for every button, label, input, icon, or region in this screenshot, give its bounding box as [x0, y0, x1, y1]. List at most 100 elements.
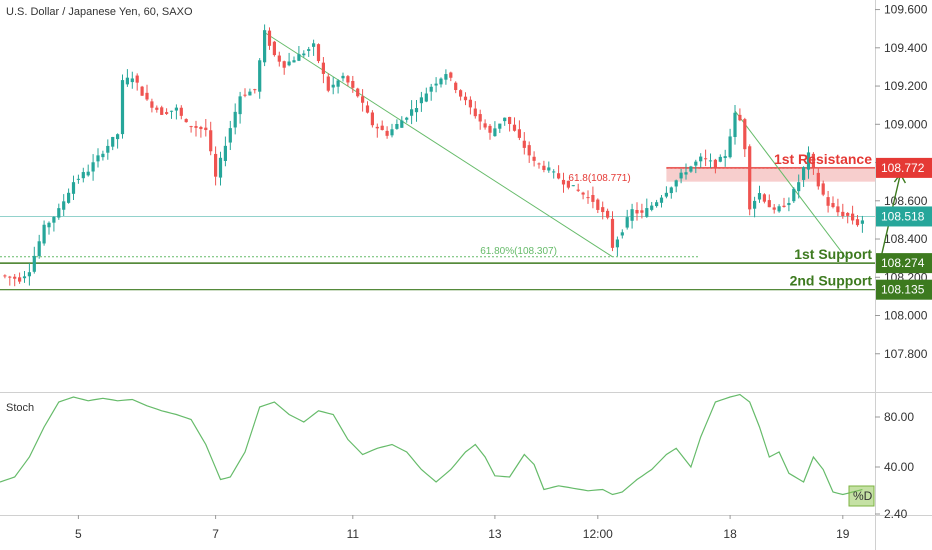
candle-body — [527, 145, 531, 156]
price-tick-label: 108.400 — [884, 232, 928, 246]
candle-body — [52, 216, 56, 223]
candle-body — [566, 180, 570, 188]
candle-body — [762, 194, 766, 202]
candle-body — [307, 49, 311, 51]
candle-body — [561, 179, 566, 185]
candle-body — [277, 55, 281, 62]
candle-body — [645, 208, 649, 217]
candle-body — [179, 107, 183, 116]
candle-body — [336, 80, 340, 87]
candle-body — [512, 124, 517, 131]
candle-body — [816, 172, 820, 187]
candle-body — [713, 159, 717, 168]
stoch-indicator-label: Stoch — [6, 402, 35, 414]
candle-body — [444, 74, 448, 80]
candle-body — [96, 155, 100, 162]
candle-body — [728, 136, 732, 158]
resistance-label: 1st Resistance — [774, 151, 872, 167]
candle-body — [62, 201, 66, 210]
candle-body — [312, 43, 316, 47]
time-tick-label: 5 — [75, 527, 82, 541]
candle-body — [253, 89, 257, 91]
candle-body — [797, 182, 801, 192]
candle-body — [650, 205, 654, 210]
candle-body — [282, 61, 286, 68]
candle-body — [189, 126, 193, 128]
candle-body — [42, 224, 46, 244]
candle-body — [767, 200, 771, 208]
candle-body — [238, 96, 242, 115]
candle-body — [459, 90, 463, 97]
stoch-tick-label: 2.40 — [884, 507, 908, 521]
candle-body — [449, 72, 453, 78]
candle-body — [375, 126, 379, 129]
candle-body — [263, 30, 267, 63]
candle-body — [346, 76, 350, 83]
candle-body — [8, 276, 12, 278]
stoch-d-label: %D — [853, 489, 873, 503]
candle-body — [821, 183, 825, 195]
fib-resistance-label: 61.8(108.771) — [568, 173, 630, 184]
candle-body — [684, 172, 688, 175]
candle-body — [620, 232, 624, 236]
candle-body — [356, 88, 360, 97]
candle-body — [194, 126, 198, 128]
time-tick-label: 18 — [723, 527, 737, 541]
price-tick-label: 108.000 — [884, 309, 928, 323]
fib-swing-line — [734, 110, 849, 261]
candle-body — [537, 163, 541, 165]
candle-body — [860, 220, 864, 224]
candle-body — [708, 160, 713, 162]
candle-body — [669, 187, 673, 194]
candle-body — [287, 61, 291, 66]
candle-body — [581, 192, 585, 195]
candle-body — [488, 125, 492, 133]
candle-body — [753, 200, 757, 209]
candle-body — [679, 172, 683, 179]
candle-body — [508, 116, 512, 125]
candle-body — [811, 153, 815, 168]
candle-body — [125, 77, 129, 85]
support-2-label: 2nd Support — [790, 273, 873, 289]
candle-body — [699, 156, 703, 162]
price-tick-label: 108.600 — [884, 194, 928, 208]
chart-title: U.S. Dollar / Japanese Yen, 60, SAXO — [6, 6, 193, 18]
candle-body — [321, 62, 325, 74]
last-price-tag-bg — [876, 206, 932, 227]
support-1-label: 1st Support — [794, 246, 872, 262]
candle-body — [32, 255, 36, 272]
candle-body — [86, 171, 90, 176]
candle-body — [165, 112, 169, 114]
candle-body — [71, 182, 76, 194]
candle-body — [468, 99, 472, 108]
candle-body — [365, 105, 370, 113]
candle-body — [606, 210, 610, 218]
candle-body — [836, 206, 840, 213]
candle-body — [209, 130, 213, 152]
candle-body — [855, 219, 860, 226]
candle-body — [772, 207, 776, 210]
candle-body — [802, 167, 806, 180]
stoch-d-line — [0, 393, 863, 496]
candle-body — [390, 129, 394, 136]
candle-body — [101, 153, 105, 158]
stoch-tick-label: 80.00 — [884, 410, 914, 424]
candle-body — [473, 108, 477, 117]
candle-body — [331, 84, 335, 88]
candle-body — [160, 107, 164, 115]
candle-body — [586, 197, 590, 199]
candle-body — [576, 189, 580, 191]
candle-body — [414, 108, 419, 113]
candle-body — [258, 60, 262, 92]
candle-body — [351, 80, 355, 88]
last-price-tag: 108.518 — [881, 209, 925, 223]
candle-body — [228, 128, 232, 143]
candle-body — [395, 124, 399, 129]
candle-body — [150, 101, 154, 108]
candle-body — [640, 210, 644, 213]
candle-body — [787, 202, 791, 206]
price-tick-label: 109.400 — [884, 41, 928, 55]
candle-body — [532, 156, 536, 161]
time-tick-label: 11 — [347, 527, 360, 541]
